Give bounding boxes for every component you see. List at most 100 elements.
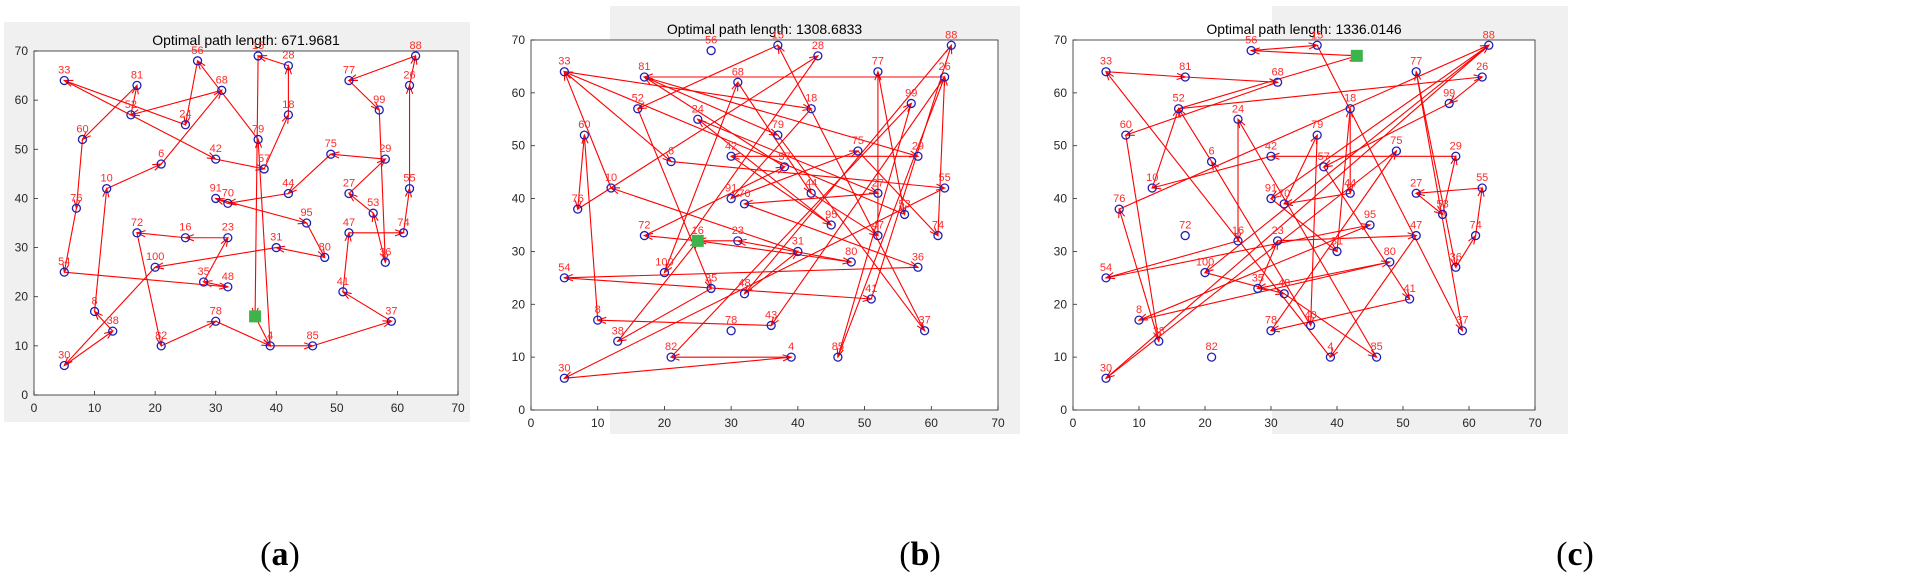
route-segment <box>136 232 186 239</box>
route-segment <box>730 108 812 199</box>
city-label: 33 <box>1100 56 1112 68</box>
route-segment <box>306 222 326 258</box>
route-segment <box>583 135 599 321</box>
route-arrowhead <box>1308 42 1319 50</box>
route-arrowhead <box>1282 198 1294 207</box>
route-segment <box>64 79 216 160</box>
route-segment <box>136 232 162 346</box>
city-node <box>1470 230 1481 241</box>
route-arrowhead <box>1153 332 1162 343</box>
route-segment <box>1152 155 1272 189</box>
city-label: 56 <box>1245 35 1257 47</box>
start-marker <box>1350 49 1363 62</box>
y-tick-label: 0 <box>518 403 525 417</box>
route-segment <box>1283 134 1318 205</box>
route-segment <box>130 85 138 115</box>
caption-c: (c) <box>1475 536 1675 574</box>
city-label: 80 <box>1384 246 1396 258</box>
city-label: 78 <box>210 305 222 317</box>
city-node <box>666 156 676 167</box>
city-label: 79 <box>772 119 784 131</box>
city-node <box>1391 146 1402 156</box>
city-node <box>739 289 750 299</box>
route-segment <box>644 235 698 242</box>
route-arrowhead <box>1433 206 1444 216</box>
city-label: 55 <box>939 172 951 184</box>
city-label: 48 <box>222 271 234 283</box>
route-arrowhead <box>1479 44 1491 52</box>
route-segment <box>1118 208 1160 342</box>
route-arrowhead <box>1468 234 1477 245</box>
city-node <box>639 230 650 241</box>
city-node <box>1312 130 1322 140</box>
city-label: 70 <box>222 187 234 199</box>
city-node <box>1437 209 1448 220</box>
city-node <box>1345 104 1355 114</box>
route-segment <box>257 139 271 346</box>
city-node <box>813 51 823 61</box>
city-node <box>223 233 233 243</box>
route-segment <box>1151 108 1180 189</box>
y-tick-label: 50 <box>15 142 29 156</box>
y-tick-label: 10 <box>512 350 526 364</box>
city-node <box>77 134 88 145</box>
city-label: 4 <box>1327 341 1333 353</box>
city-label: 36 <box>379 246 391 258</box>
route-segment <box>877 71 906 215</box>
city-node <box>1101 373 1111 383</box>
city-label: 95 <box>300 207 312 219</box>
city-node <box>833 352 843 362</box>
y-tick-label: 30 <box>512 244 526 258</box>
city-label: 31 <box>792 235 804 247</box>
city-label: 10 <box>605 172 617 184</box>
city-label: 23 <box>1271 225 1283 237</box>
city-label: 8 <box>595 304 601 316</box>
route-segment <box>1125 81 1278 136</box>
city-label: 78 <box>1265 315 1277 327</box>
route-segment <box>1138 261 1390 321</box>
caption-b-close: ) <box>929 536 941 573</box>
route-segment <box>257 55 289 67</box>
city-node <box>380 257 390 267</box>
route-arrowhead <box>1176 72 1187 81</box>
city-label: 24 <box>692 103 704 115</box>
city-label: 76 <box>1113 193 1125 205</box>
city-node <box>1200 267 1210 278</box>
city-label: 76 <box>572 193 584 205</box>
route-segment <box>63 330 114 366</box>
city-node <box>1272 77 1283 87</box>
route-segment <box>348 193 374 214</box>
y-tick-label: 70 <box>15 44 29 58</box>
city-node <box>739 199 750 209</box>
x-tick-label: 20 <box>148 401 162 415</box>
y-tick-label: 0 <box>1060 403 1067 417</box>
route-segment <box>75 139 84 209</box>
city-node <box>259 164 269 174</box>
route-segment <box>637 108 712 289</box>
city-label: 100 <box>1196 257 1214 269</box>
city-label: 15 <box>1311 29 1323 41</box>
city-label: 53 <box>367 197 379 209</box>
city-node <box>271 242 281 253</box>
city-node <box>706 45 716 56</box>
city-node <box>265 341 275 351</box>
route-segment <box>348 158 386 194</box>
route-segment <box>1257 261 1390 289</box>
city-node <box>1134 315 1144 325</box>
route-segment <box>1415 192 1443 215</box>
city-node <box>211 316 221 326</box>
city-label: 74 <box>1469 220 1481 232</box>
route-arrowhead <box>1271 239 1279 250</box>
city-node <box>606 183 616 193</box>
city-label: 81 <box>1179 61 1191 73</box>
city-node <box>59 267 69 277</box>
route-segment <box>276 247 325 258</box>
route-segment <box>1125 135 1160 342</box>
city-label: 79 <box>1311 119 1323 131</box>
route-segment <box>82 85 138 140</box>
city-label: 24 <box>179 109 191 121</box>
city-node <box>108 326 118 336</box>
route-arrowhead <box>1450 154 1458 166</box>
city-node <box>1325 352 1336 362</box>
city-node <box>132 80 142 91</box>
